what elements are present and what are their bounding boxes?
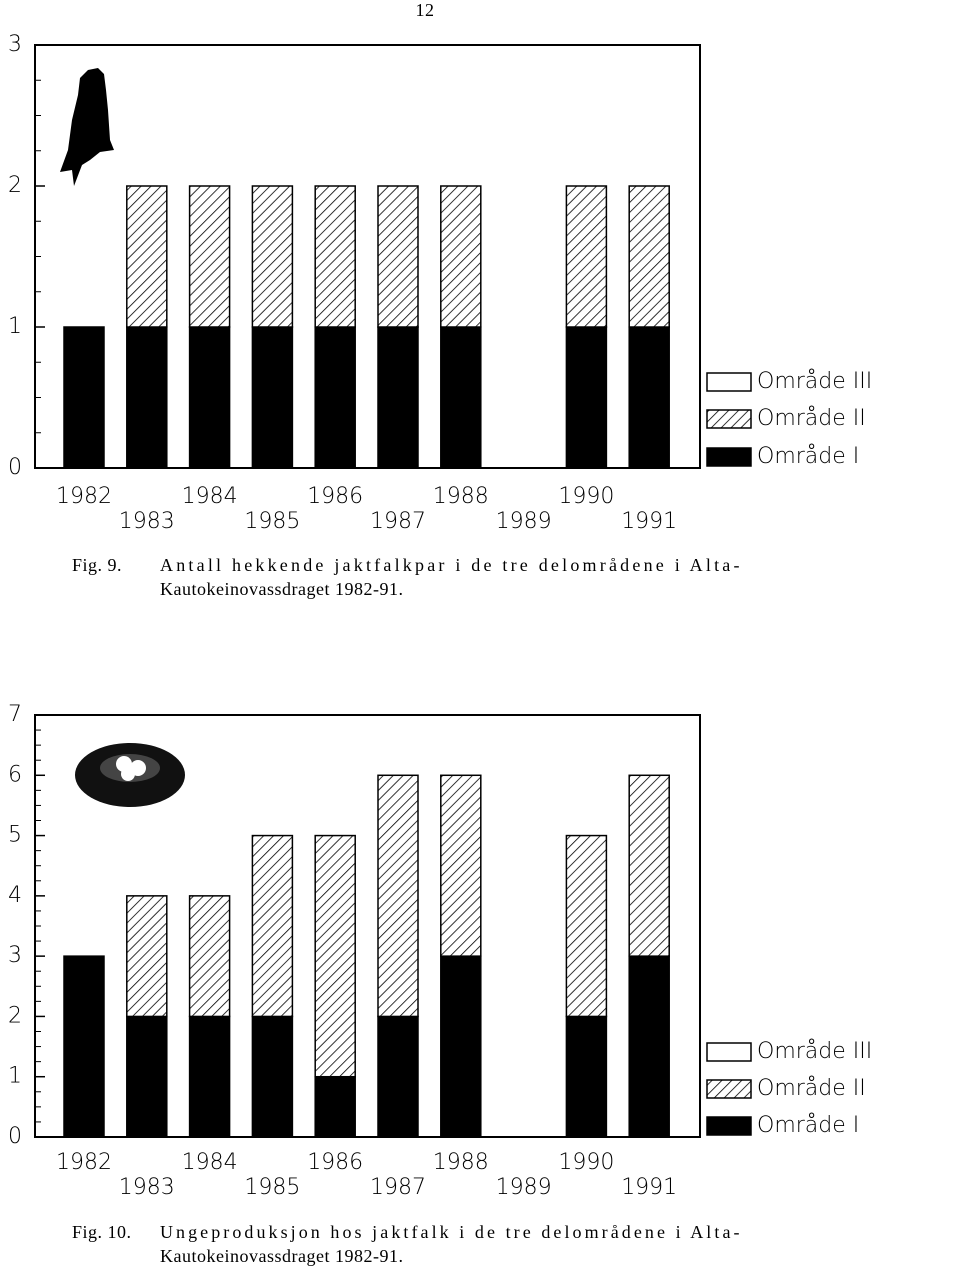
bar-segment [628,185,670,328]
bar-segment [63,955,105,1138]
x-tick-label: 1986 [307,484,363,509]
bar-segment [440,326,482,469]
bar-segment [628,326,670,469]
legend-label: Område III [757,369,872,394]
bar-segment [565,326,608,469]
x-tick-label: 1988 [433,484,489,509]
y-tick-label: 0 [8,1124,22,1149]
legend-swatch [706,447,752,467]
legend-swatch [706,372,752,392]
page-number: 12 [416,0,435,20]
bar-segment [628,774,670,957]
x-tick-label: 1984 [182,484,238,509]
bar-segment [565,185,608,328]
bar-segment [188,895,231,1018]
caption-line: Kautokeinovassdraget 1982-91. [160,579,403,599]
bar-segment [126,1015,168,1138]
x-tick-label: 1988 [433,1150,489,1175]
caption-line: Ungeproduksjon hos jaktfalk i de tre del… [160,1222,740,1242]
bar-segment [314,834,356,1078]
bar-segment [251,185,294,328]
x-tick-label: 1985 [244,1175,300,1200]
y-tick-label: 1 [8,314,22,339]
y-tick-label: 0 [8,455,22,480]
bar-segment [126,185,168,328]
x-tick-label: 1986 [307,1150,363,1175]
y-tick-label: 2 [8,173,22,198]
bar-segment [565,1015,608,1138]
legend-swatch [706,409,752,429]
bar-segment [188,185,231,328]
y-tick-label: 1 [8,1064,22,1089]
y-tick-label: 6 [8,762,22,787]
legend-swatch [706,1042,752,1062]
nest-icon [75,743,185,807]
legend-label: Område III [757,1039,872,1064]
legend-swatch [706,1116,752,1136]
bar-segment [251,1015,294,1138]
x-tick-label: 1991 [621,1175,677,1200]
legend-swatch [706,1079,752,1099]
x-tick-label: 1985 [244,509,300,534]
y-tick-label: 4 [8,883,22,908]
bar-segment [188,1015,231,1138]
x-tick-label: 1991 [621,509,677,534]
x-tick-label: 1990 [558,484,614,509]
x-tick-label: 1987 [370,1175,426,1200]
bar-segment [377,774,419,1018]
x-tick-label: 1982 [56,484,112,509]
x-tick-label: 1984 [182,1150,238,1175]
bar-segment [314,185,356,328]
bar-segment [377,185,419,328]
x-tick-label: 1989 [496,509,552,534]
bar-segment [188,326,231,469]
x-tick-label: 1982 [56,1150,112,1175]
bar-segment [377,326,419,469]
y-tick-label: 7 [8,702,22,727]
legend-label: Område II [757,406,866,431]
bar-segment [314,326,356,469]
legend-label: Område I [757,444,859,469]
figure-label: Fig. 9. [72,555,122,575]
x-tick-label: 1983 [119,1175,175,1200]
bar-segment [565,834,608,1018]
bar-segment [126,326,168,469]
bar-segment [63,326,105,469]
y-tick-label: 3 [8,32,22,57]
y-tick-label: 2 [8,1003,22,1028]
legend-label: Område II [757,1076,866,1101]
x-tick-label: 1987 [370,509,426,534]
falcon-icon [60,68,114,186]
y-tick-label: 5 [8,823,22,848]
figure-label: Fig. 10. [72,1222,132,1242]
x-tick-label: 1990 [558,1150,614,1175]
bar-segment [440,774,482,957]
caption-line: Antall hekkende jaktfalkpar i de tre del… [160,555,740,575]
bar-segment [251,834,294,1018]
legend-label: Område I [757,1113,859,1138]
y-tick-label: 3 [8,943,22,968]
x-tick-label: 1983 [119,509,175,534]
caption-line: Kautokeinovassdraget 1982-91. [160,1246,403,1266]
bar-segment [314,1075,356,1138]
bar-segment [628,955,670,1138]
bar-segment [440,185,482,328]
bar-segment [251,326,294,469]
x-tick-label: 1989 [496,1175,552,1200]
bar-segment [126,895,168,1018]
bar-segment [377,1015,419,1138]
bar-segment [440,955,482,1138]
